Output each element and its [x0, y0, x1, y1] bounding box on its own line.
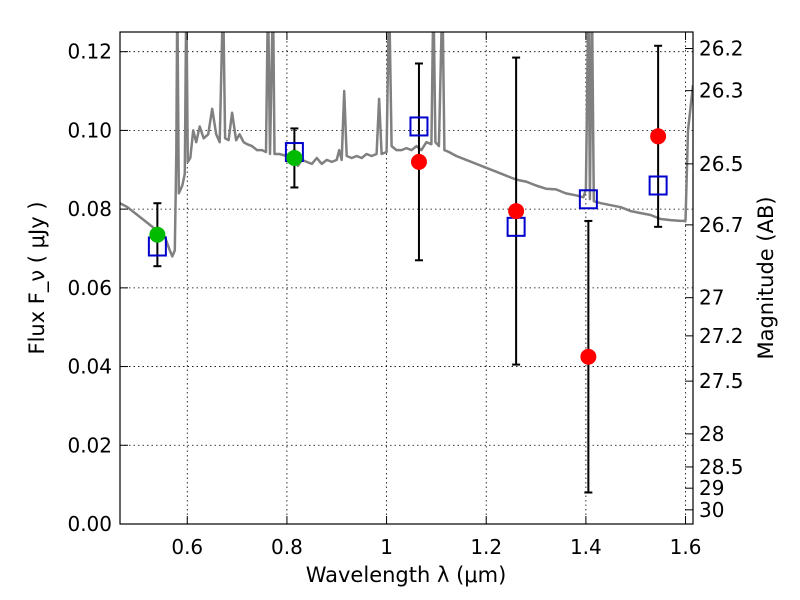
x-tick-label: 0.8: [271, 535, 303, 559]
right-tick-label: 27.2: [699, 324, 744, 348]
observed-point-marker: [149, 226, 166, 243]
x-tick-label: 1: [380, 535, 393, 559]
right-tick-label: 28.5: [699, 455, 744, 479]
x-tick-label: 1.6: [670, 535, 702, 559]
y-tick-label: 0.04: [67, 355, 112, 379]
y-tick-label: 0.08: [67, 197, 112, 221]
y-axis-right-label: Magnitude (AB): [754, 196, 778, 359]
spectrum-line: [120, 32, 693, 258]
spectrum-layer: [120, 32, 693, 258]
grid: [120, 32, 693, 525]
tick-labels: 0.6 0.8 1 1.2 1.4 1.6 0.00 0.02 0.04 0.06 0.08 0.10…: [67, 37, 743, 559]
right-tick-label: 26.7: [699, 213, 744, 237]
model-square-marker: [578, 189, 598, 210]
model-square-marker: [409, 116, 429, 137]
right-tick-label: 26.5: [699, 152, 744, 176]
x-tick-label: 0.6: [171, 535, 203, 559]
y-tick-label: 0.00: [67, 512, 112, 536]
y-tick-label: 0.10: [67, 118, 112, 142]
plot-frame: [119, 31, 694, 525]
observed-points: [149, 128, 667, 365]
right-tick-label: 26.2: [699, 37, 744, 61]
right-tick-label: 26.3: [699, 79, 744, 103]
observed-point-marker: [650, 128, 667, 145]
observed-point-marker: [286, 149, 303, 166]
x-tick-label: 1.4: [570, 535, 602, 559]
right-tick-label: 27: [699, 286, 724, 310]
right-tick-label: 30: [699, 498, 724, 522]
y-tick-label: 0.06: [67, 276, 112, 300]
y-tick-label: 0.12: [67, 40, 112, 64]
right-tick-label: 28: [699, 422, 724, 446]
ticks: [120, 32, 693, 525]
x-axis-label: Wavelength λ (μm): [306, 563, 507, 587]
observed-point-marker: [410, 153, 427, 170]
model-square-marker: [648, 175, 668, 196]
x-tick-label: 1.2: [470, 535, 502, 559]
y-axis-label: Flux F_ν ( μJy ): [25, 201, 50, 354]
right-tick-label: 27.5: [699, 369, 744, 393]
observed-point-marker: [580, 348, 597, 365]
model-squares: [147, 116, 668, 257]
observed-point-marker: [508, 203, 525, 220]
right-tick-label: 29: [699, 476, 724, 500]
y-tick-label: 0.02: [67, 433, 112, 457]
